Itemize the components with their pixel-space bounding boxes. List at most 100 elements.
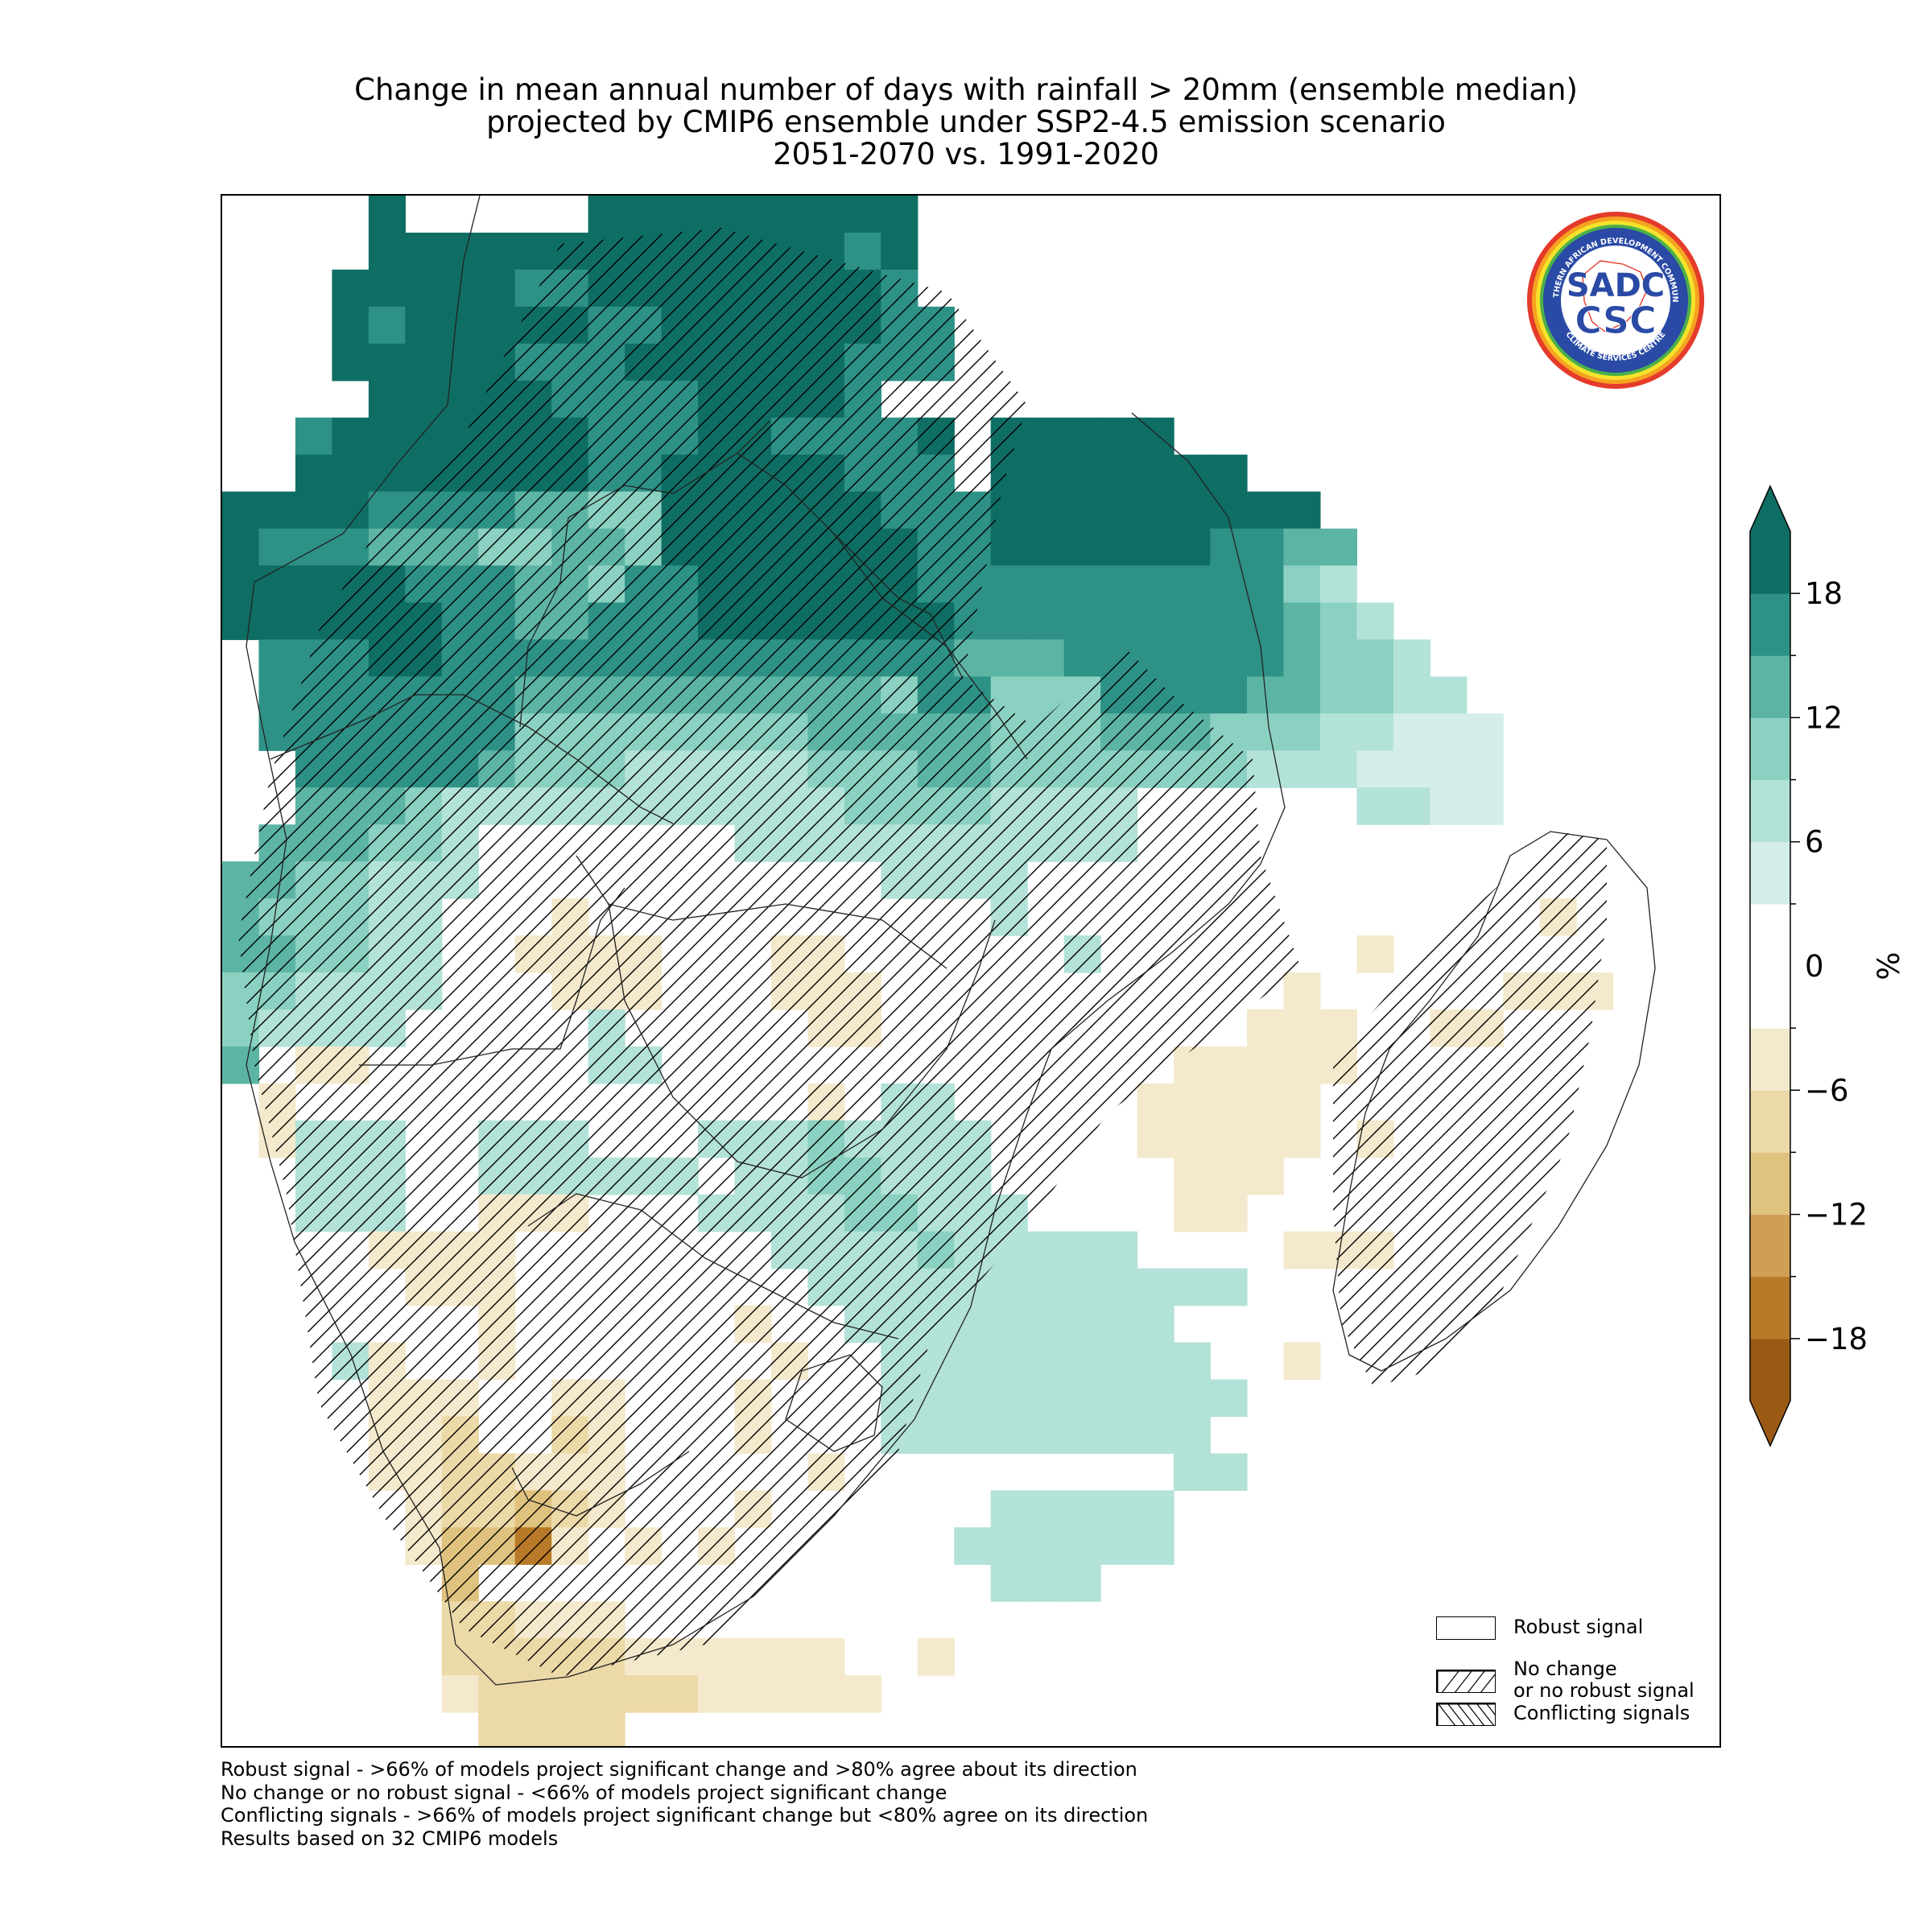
grid-cell: [1100, 1490, 1138, 1528]
grid-cell: [1319, 676, 1357, 714]
svg-text:CSC: CSC: [1575, 299, 1657, 342]
grid-cell: [478, 233, 516, 270]
grid-cell: [1210, 491, 1248, 530]
grid-cell: [258, 676, 296, 714]
grid-cell: [1210, 602, 1248, 641]
grid-cell: [1466, 713, 1504, 751]
grid-cell: [1100, 1527, 1138, 1565]
grid-cell: [1393, 787, 1430, 825]
grid-cell: [1174, 1342, 1212, 1381]
grid-cell: [514, 233, 552, 270]
grid-cell: [1063, 1231, 1101, 1269]
grid-cell: [1063, 491, 1101, 530]
grid-cell: [295, 565, 332, 604]
grid-cell: [1247, 528, 1285, 567]
colorbar-bin: [1750, 1090, 1790, 1153]
grid-cell: [1137, 602, 1174, 641]
colorbar-tick-label: 6: [1805, 825, 1824, 860]
colorbar-bin: [1750, 841, 1790, 905]
colorbar-bin: [1750, 1214, 1790, 1278]
grid-cell: [1283, 1009, 1321, 1047]
grid-cell: [1063, 1527, 1101, 1565]
grid-cell: [1027, 1527, 1065, 1565]
grid-cell: [1174, 1379, 1212, 1418]
chart-title: Change in mean annual number of days wit…: [0, 74, 1932, 171]
grid-cell: [1063, 1490, 1101, 1528]
grid-cell: [1430, 676, 1468, 714]
grid-cell: [771, 1638, 809, 1676]
grid-cell: [698, 196, 736, 233]
colorbar-bin: [1750, 903, 1790, 1029]
border-line: [519, 420, 770, 728]
grid-cell: [1283, 528, 1321, 567]
footnotes: Robust signal - >66% of models project s…: [221, 1758, 1148, 1850]
grid-cell: [1137, 1490, 1174, 1528]
grid-cell: [1247, 1046, 1285, 1084]
footnote-no-change: No change or no robust signal - <66% of …: [221, 1781, 947, 1804]
grid-cell: [1247, 713, 1285, 751]
grid-cell: [1283, 972, 1321, 1010]
legend-conflicting-swatch: [1436, 1703, 1496, 1726]
grid-cell: [1430, 713, 1468, 751]
grid-cell: [1283, 491, 1321, 530]
grid-cell: [1283, 713, 1321, 751]
grid-cell: [1100, 1268, 1138, 1307]
grid-cell: [1137, 1083, 1174, 1121]
grid-cell: [1393, 750, 1430, 788]
no-robust-signal-hatching: [238, 228, 1607, 1677]
grid-cell: [698, 1675, 736, 1713]
grid-cell: [1319, 565, 1357, 604]
grid-cell: [1027, 602, 1065, 641]
grid-cell: [807, 196, 845, 233]
grid-cell: [1027, 1379, 1065, 1418]
grid-cell: [1027, 1231, 1065, 1269]
grid-cell: [332, 269, 369, 308]
grid-cell: [441, 1638, 479, 1676]
grid-cell: [1100, 528, 1138, 567]
grid-cell: [1319, 639, 1357, 677]
grid-cell: [441, 306, 479, 345]
grid-cell: [990, 602, 1028, 641]
grid-cell: [990, 1268, 1028, 1307]
grid-cell: [1356, 676, 1394, 714]
grid-cell: [990, 1564, 1028, 1602]
grid-cell: [1319, 750, 1357, 788]
grid-cell: [258, 528, 296, 567]
grid-cell: [1210, 1083, 1248, 1121]
grid-cell: [1356, 750, 1394, 788]
legend-no-change-swatch: [1436, 1670, 1496, 1693]
colorbar-tick-label: −12: [1805, 1198, 1868, 1232]
grid-cell: [1210, 1157, 1248, 1195]
grid-cell: [1063, 602, 1101, 641]
grid-cell: [1027, 417, 1065, 456]
grid-cell: [990, 528, 1028, 567]
colorbar-tick-label: −6: [1805, 1073, 1849, 1108]
grid-cell: [1063, 1268, 1101, 1307]
colorbar-bin: [1750, 1338, 1790, 1402]
border-line: [608, 903, 996, 1179]
grid-cell: [295, 528, 332, 567]
grid-cell: [990, 1527, 1028, 1565]
grid-cell: [1174, 528, 1212, 567]
grid-cell: [1137, 1305, 1174, 1344]
grid-cell: [1393, 676, 1430, 714]
grid-cell: [1027, 1490, 1065, 1528]
grid-cell: [332, 417, 369, 456]
grid-cell: [1137, 1120, 1174, 1158]
grid-cell: [368, 343, 406, 382]
grid-cell: [1174, 602, 1212, 641]
grid-cell: [1174, 1157, 1212, 1195]
grid-cell: [368, 196, 406, 233]
grid-cell: [441, 233, 479, 270]
grid-cell: [588, 1712, 625, 1746]
grid-cell: [844, 196, 881, 233]
footnote-robust: Robust signal - >66% of models project s…: [221, 1758, 1137, 1781]
legend-robust-swatch: [1436, 1616, 1496, 1640]
colorbar-bin: [1750, 531, 1790, 594]
grid-cell: [917, 1638, 955, 1676]
grid-cell: [222, 602, 260, 641]
legend-no-change-line-2: or no robust signal: [1513, 1679, 1695, 1702]
grid-cell: [1100, 1379, 1138, 1418]
title-line-1: Change in mean annual number of days wit…: [354, 72, 1578, 107]
grid-cell: [1283, 1083, 1321, 1121]
